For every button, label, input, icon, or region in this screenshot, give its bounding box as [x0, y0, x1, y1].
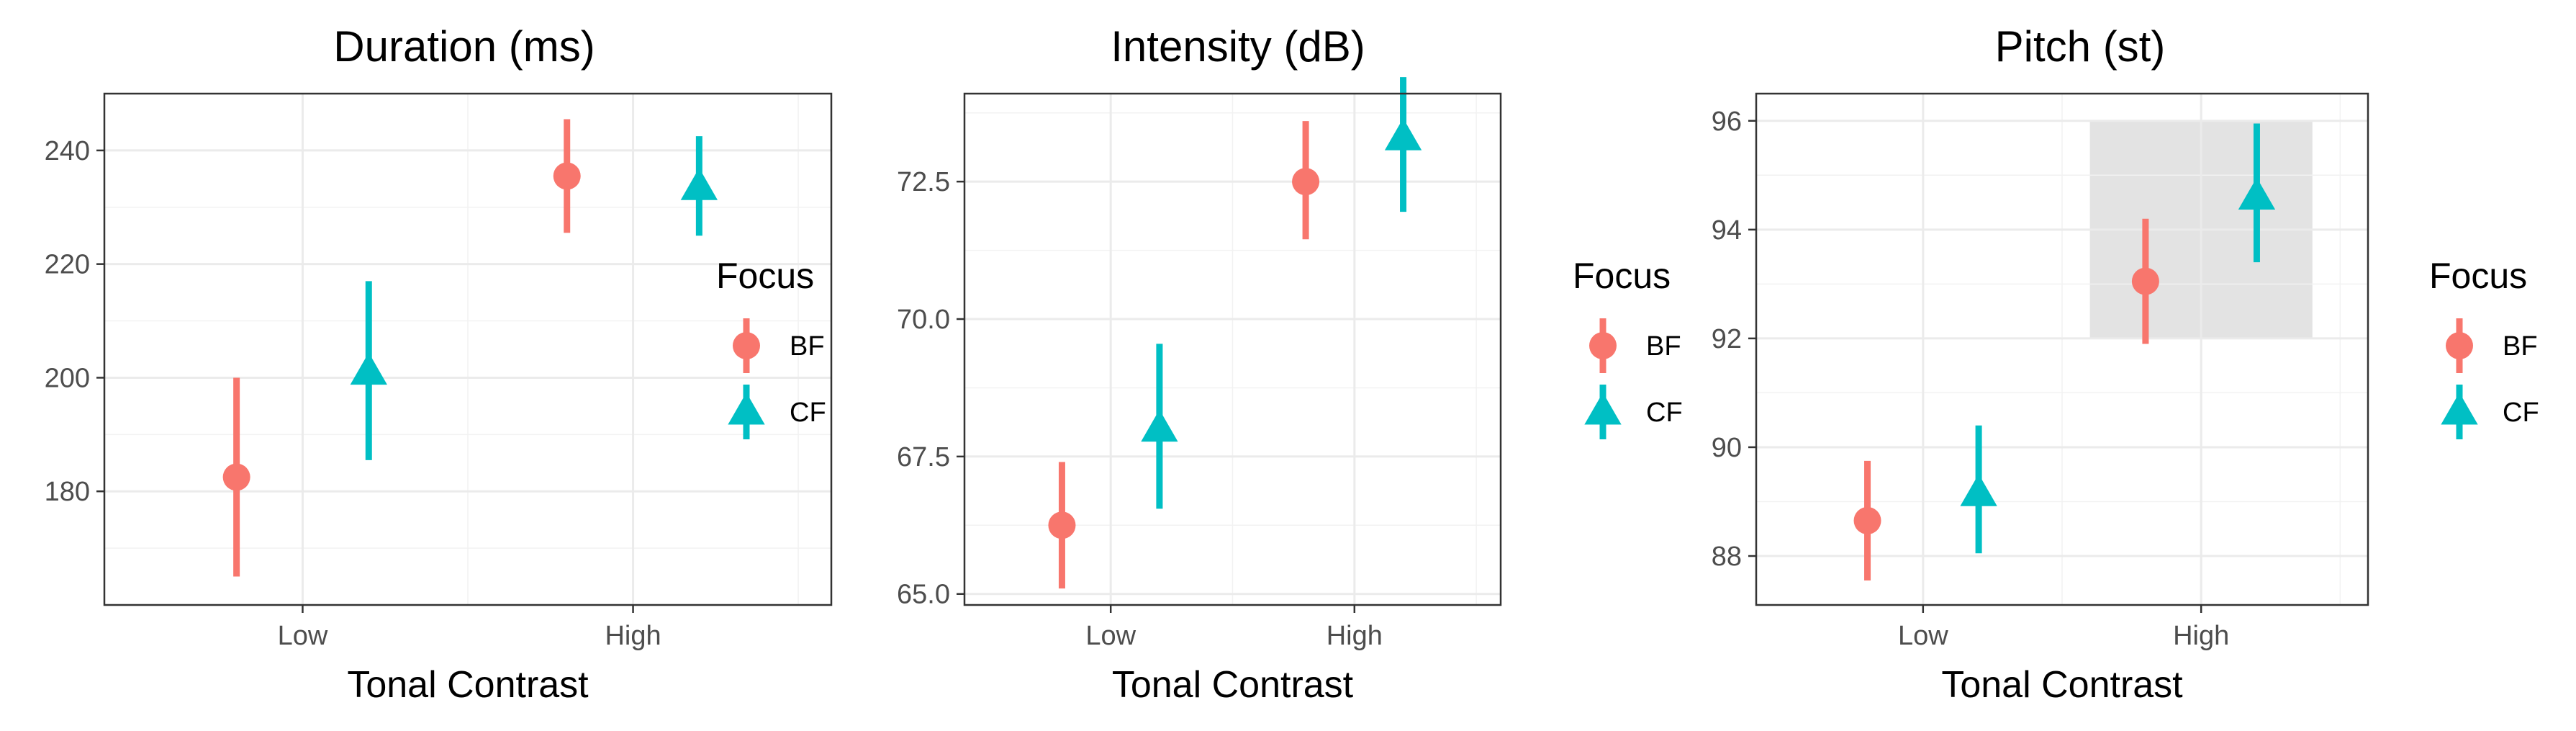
x-tick-label: High [605, 621, 661, 651]
y-tick-label: 70.0 [897, 305, 950, 335]
y-tick-label: 90 [1712, 433, 1742, 463]
legend-title: Focus [2429, 256, 2527, 296]
x-tick-label: High [2173, 621, 2229, 651]
y-tick-label: 240 [45, 136, 90, 166]
x-tick-label: High [1327, 621, 1383, 651]
legend-marker-cf [728, 393, 765, 425]
legend-label-bf: BF [1646, 331, 1681, 362]
intensity-chart: 65.0 67.5 70.0 72.5 Low High Intensity (dB) Ton… [897, 22, 1683, 706]
data-point-bf [222, 463, 250, 491]
x-axis-label: Tonal Contrast [1941, 664, 2183, 706]
y-tick-label: 72.5 [897, 167, 950, 197]
y-tick-label: 94 [1712, 215, 1742, 246]
x-tick-label: Low [278, 621, 328, 651]
data-point-cf [1384, 118, 1422, 151]
data-point-cf [350, 352, 387, 385]
panel-border [103, 92, 833, 606]
y-tick-label: 65.0 [897, 580, 950, 610]
panel-border [1755, 92, 2369, 606]
legend-label-cf: CF [790, 398, 826, 428]
legend-label-cf: CF [2503, 398, 2539, 428]
y-tick-label: 92 [1712, 324, 1742, 354]
x-tick-label: Low [1085, 621, 1136, 651]
data-point-cf [2238, 177, 2276, 210]
pitch-chart: 88 90 92 94 96 Low High Pitch (st) Tonal Contras… [1712, 22, 2539, 706]
data-point-bf [1048, 511, 1076, 539]
legend-label-bf: BF [790, 331, 825, 362]
y-tick-label: 96 [1712, 107, 1742, 137]
chart-title: Intensity (dB) [1111, 22, 1365, 71]
panel-border [963, 92, 1502, 606]
x-axis-label: Tonal Contrast [347, 664, 589, 706]
data-point-cf [1141, 409, 1178, 442]
legend: Focus BF CF [2429, 256, 2539, 439]
legend-label-cf: CF [1646, 398, 1683, 428]
data-point-bf [2131, 267, 2159, 295]
data-point-cf [1960, 474, 1997, 506]
legend-label-bf: BF [2503, 331, 2538, 362]
chart-title: Duration (ms) [333, 22, 595, 71]
legend-title: Focus [1573, 256, 1671, 296]
data-point-bf [1292, 168, 1320, 196]
legend-title: Focus [716, 256, 814, 296]
legend: Focus BF CF [716, 256, 826, 439]
y-tick-label: 180 [45, 477, 90, 507]
legend-marker-bf [1589, 332, 1617, 359]
legend-marker-bf [2446, 332, 2473, 359]
y-tick-label: 67.5 [897, 442, 950, 472]
y-tick-label: 200 [45, 363, 90, 393]
data-point-cf [680, 168, 718, 200]
legend-marker-bf [733, 332, 760, 359]
x-axis-label: Tonal Contrast [1112, 664, 1354, 706]
x-tick-label: Low [1898, 621, 1948, 651]
y-tick-label: 220 [45, 250, 90, 280]
legend-marker-cf [2441, 393, 2478, 425]
legend-marker-cf [1584, 393, 1622, 425]
legend: Focus BF CF [1573, 256, 1683, 439]
data-point-bf [1853, 506, 1881, 534]
y-tick-label: 88 [1712, 542, 1742, 572]
duration-chart: 180 200 220 240 Low High Duration (ms) Tonal Co… [45, 22, 833, 706]
chart-title: Pitch (st) [1995, 22, 2166, 71]
data-point-bf [553, 162, 581, 190]
